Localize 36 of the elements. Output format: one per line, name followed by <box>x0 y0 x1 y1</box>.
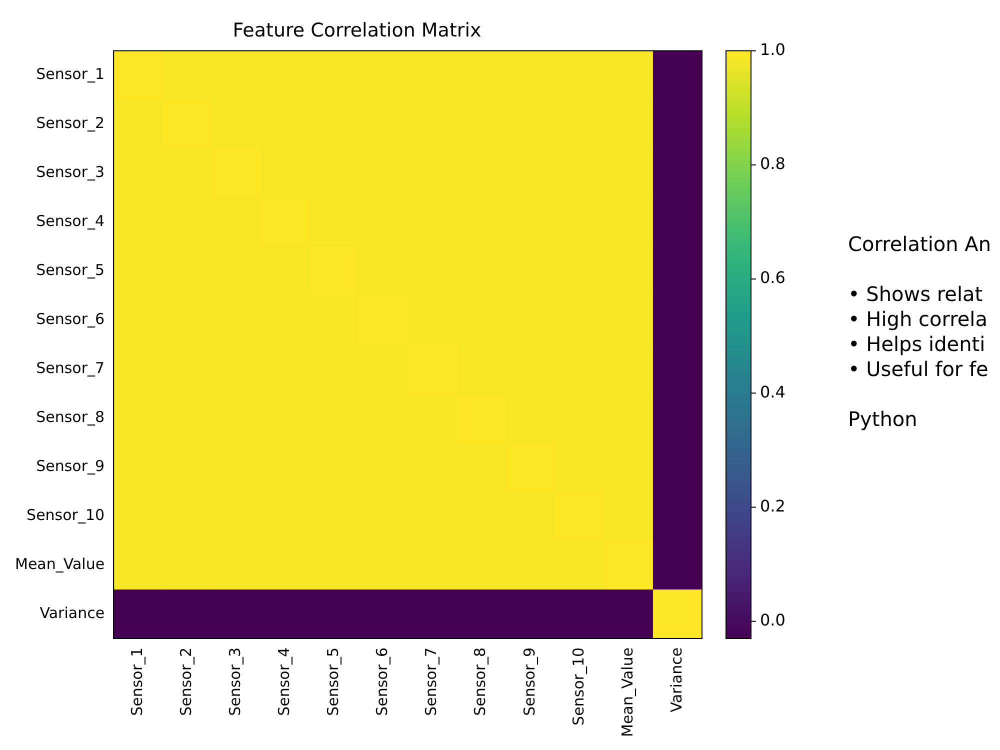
y-tick-label: Sensor_1 <box>36 65 105 84</box>
x-tick-label: Sensor_8 <box>471 647 490 716</box>
chart-title: Feature Correlation Matrix <box>232 19 482 42</box>
x-tick-label: Sensor_4 <box>275 647 294 716</box>
y-tick-label: Sensor_7 <box>36 358 105 377</box>
color-bar-label: 0.2 <box>760 496 786 516</box>
y-tick-label: Sensor_5 <box>36 261 105 280</box>
x-tick-label: Sensor_6 <box>373 647 392 716</box>
color-bar-label: 0.8 <box>760 154 786 174</box>
x-tick-label: Sensor_7 <box>422 647 440 716</box>
y-tick-label: Sensor_2 <box>36 114 105 132</box>
x-tick-label: Sensor_5 <box>324 647 342 716</box>
x-tick-label: Sensor_9 <box>520 647 538 716</box>
y-tick-label: Sensor_4 <box>36 212 105 230</box>
text: Correlation An <box>848 232 991 256</box>
text: Python <box>848 407 918 432</box>
y-tick-label: Sensor_8 <box>36 408 105 426</box>
color-bar-label: 0.4 <box>760 382 786 402</box>
x-tick-label: Sensor_10 <box>569 647 588 726</box>
x-tick-label: Sensor_2 <box>177 647 196 716</box>
text: • High correla <box>848 307 988 332</box>
y-tick-label: Mean_Value <box>15 554 105 573</box>
y-tick-label: Sensor_3 <box>36 163 105 182</box>
text: • Shows relat <box>848 282 983 306</box>
text: • Helps identi <box>848 332 986 356</box>
y-tick-label: Sensor_6 <box>36 310 105 328</box>
y-tick-label: Variance <box>40 604 105 622</box>
y-tick-label: Sensor_9 <box>36 456 105 475</box>
x-tick-label: Variance <box>667 647 686 712</box>
color-bar-label: 1.0 <box>760 40 786 59</box>
color-bar-label: 0.0 <box>760 610 786 630</box>
color-bar-label: 0.6 <box>760 268 786 288</box>
text: • Useful for fe <box>848 357 988 382</box>
x-tick-label: Sensor_3 <box>226 647 244 716</box>
y-tick-label: Sensor_10 <box>26 506 105 524</box>
x-tick-label: Mean_Value <box>618 647 636 737</box>
